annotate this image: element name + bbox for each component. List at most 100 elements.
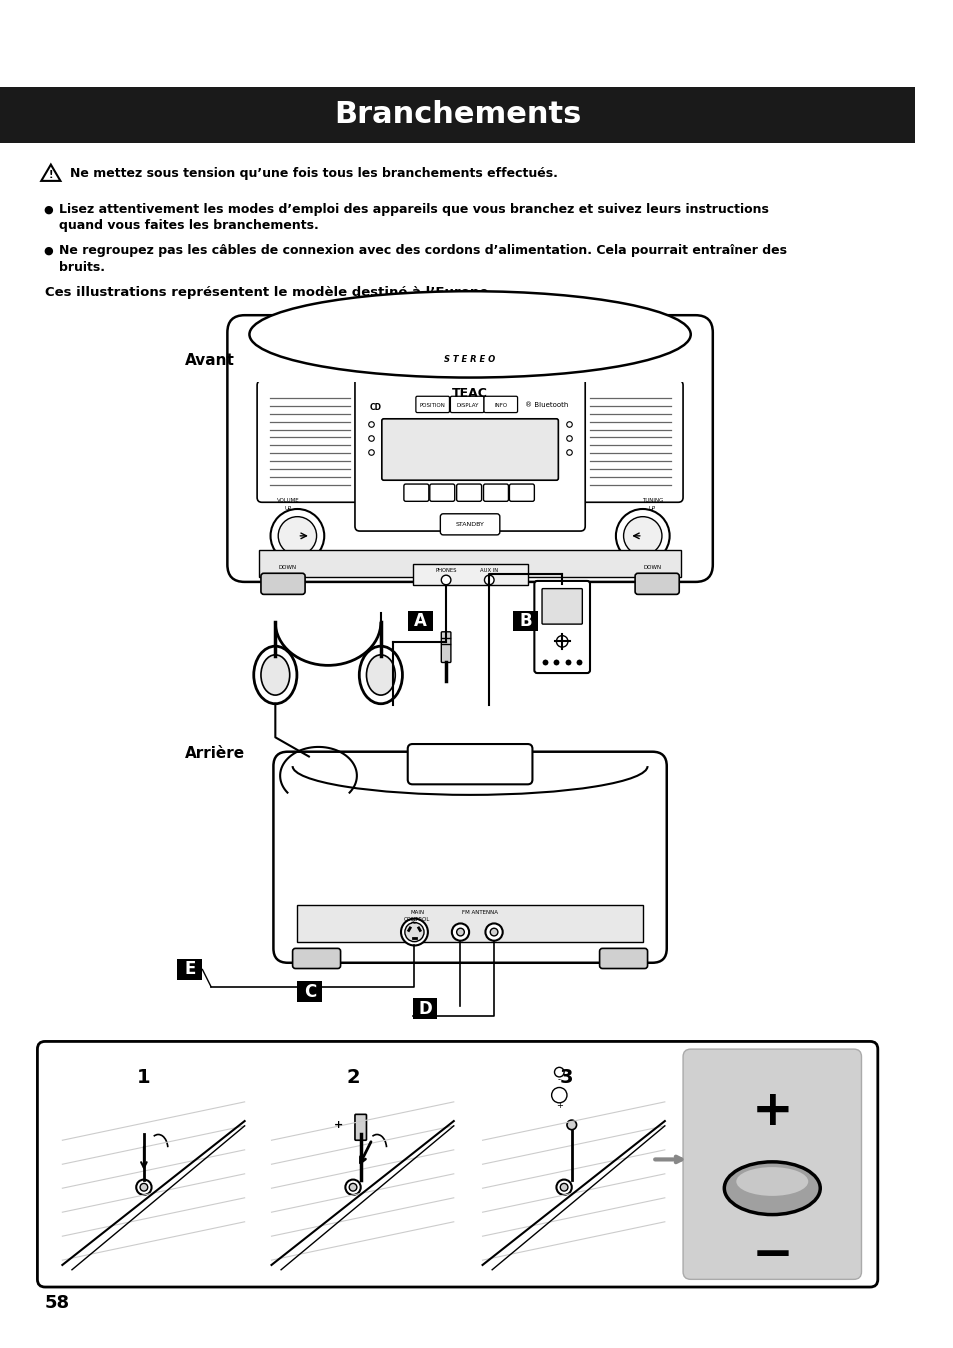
Text: +: + bbox=[334, 1120, 343, 1130]
FancyBboxPatch shape bbox=[412, 999, 437, 1019]
Circle shape bbox=[616, 510, 669, 562]
FancyBboxPatch shape bbox=[599, 949, 647, 968]
Ellipse shape bbox=[723, 1162, 820, 1215]
Text: !: ! bbox=[49, 170, 53, 181]
Text: -: - bbox=[558, 1076, 560, 1084]
Text: CD: CD bbox=[369, 403, 381, 411]
FancyBboxPatch shape bbox=[534, 581, 589, 673]
Text: +: + bbox=[556, 1101, 562, 1111]
Text: E: E bbox=[184, 961, 195, 979]
Circle shape bbox=[404, 922, 423, 942]
Circle shape bbox=[485, 923, 502, 941]
Circle shape bbox=[484, 576, 494, 585]
Text: A: A bbox=[414, 612, 426, 630]
Text: Lisez attentivement les modes d’emploi des appareils que vous branchez et suivez: Lisez attentivement les modes d’emploi d… bbox=[59, 204, 768, 216]
Text: Ces illustrations représentent le modèle destiné à l’Europe.: Ces illustrations représentent le modèle… bbox=[45, 286, 493, 299]
FancyBboxPatch shape bbox=[430, 484, 455, 501]
FancyBboxPatch shape bbox=[635, 573, 679, 594]
Circle shape bbox=[452, 923, 469, 941]
Text: VOLUME: VOLUME bbox=[276, 499, 299, 503]
Circle shape bbox=[278, 516, 316, 555]
FancyBboxPatch shape bbox=[483, 396, 517, 412]
FancyBboxPatch shape bbox=[407, 611, 433, 631]
Circle shape bbox=[349, 1184, 356, 1192]
Text: bruits.: bruits. bbox=[59, 260, 106, 274]
Text: STANDBY: STANDBY bbox=[456, 522, 484, 527]
Ellipse shape bbox=[736, 1167, 807, 1196]
FancyBboxPatch shape bbox=[416, 396, 449, 412]
Text: C: C bbox=[303, 983, 315, 1000]
FancyBboxPatch shape bbox=[0, 86, 914, 143]
Circle shape bbox=[623, 516, 661, 555]
Circle shape bbox=[559, 1184, 567, 1192]
Text: S T E R E O: S T E R E O bbox=[444, 355, 496, 364]
Text: 58: 58 bbox=[45, 1294, 71, 1313]
FancyBboxPatch shape bbox=[177, 958, 202, 980]
Circle shape bbox=[566, 1120, 576, 1130]
FancyBboxPatch shape bbox=[293, 949, 340, 968]
Text: Arrière: Arrière bbox=[185, 747, 245, 762]
FancyBboxPatch shape bbox=[403, 484, 429, 501]
Ellipse shape bbox=[366, 655, 395, 696]
Text: Ne mettez sous tension qu’une fois tous les branchements effectués.: Ne mettez sous tension qu’une fois tous … bbox=[70, 167, 558, 179]
Text: ® Bluetooth: ® Bluetooth bbox=[524, 403, 568, 408]
Circle shape bbox=[140, 1184, 148, 1192]
Circle shape bbox=[400, 918, 428, 945]
FancyBboxPatch shape bbox=[682, 1049, 861, 1279]
FancyBboxPatch shape bbox=[407, 744, 532, 785]
FancyBboxPatch shape bbox=[509, 484, 534, 501]
Ellipse shape bbox=[359, 646, 402, 704]
Ellipse shape bbox=[261, 655, 290, 696]
FancyBboxPatch shape bbox=[541, 589, 581, 624]
Circle shape bbox=[441, 576, 451, 585]
Text: POSITION: POSITION bbox=[419, 403, 445, 408]
FancyBboxPatch shape bbox=[274, 752, 666, 962]
Text: B: B bbox=[518, 612, 532, 630]
Circle shape bbox=[556, 636, 567, 647]
FancyBboxPatch shape bbox=[513, 611, 537, 631]
FancyBboxPatch shape bbox=[483, 484, 508, 501]
Ellipse shape bbox=[249, 291, 690, 377]
Text: MAIN: MAIN bbox=[410, 910, 424, 915]
FancyBboxPatch shape bbox=[227, 315, 712, 582]
Circle shape bbox=[345, 1180, 360, 1194]
Text: −: − bbox=[751, 1231, 792, 1279]
Text: INFO: INFO bbox=[494, 403, 507, 408]
FancyBboxPatch shape bbox=[246, 334, 693, 383]
Text: TUNING: TUNING bbox=[641, 499, 662, 503]
Text: DOWN: DOWN bbox=[278, 565, 296, 570]
Text: CONTROL: CONTROL bbox=[404, 917, 430, 922]
Text: 3: 3 bbox=[558, 1069, 572, 1088]
Text: 2: 2 bbox=[346, 1069, 359, 1088]
Text: Ne regroupez pas les câbles de connexion avec des cordons d’alimentation. Cela p: Ne regroupez pas les câbles de connexion… bbox=[59, 244, 786, 257]
FancyBboxPatch shape bbox=[441, 632, 451, 662]
Text: TEAC: TEAC bbox=[452, 387, 488, 400]
Circle shape bbox=[271, 510, 324, 562]
FancyBboxPatch shape bbox=[579, 380, 682, 503]
Text: DISPLAY: DISPLAY bbox=[456, 403, 477, 408]
Text: +: + bbox=[751, 1088, 792, 1135]
Text: Avant: Avant bbox=[185, 353, 234, 368]
FancyBboxPatch shape bbox=[412, 563, 527, 585]
FancyBboxPatch shape bbox=[456, 484, 481, 501]
FancyBboxPatch shape bbox=[297, 981, 322, 1002]
Circle shape bbox=[490, 929, 497, 936]
FancyBboxPatch shape bbox=[297, 906, 642, 942]
Text: quand vous faites les branchements.: quand vous faites les branchements. bbox=[59, 220, 319, 232]
Text: DOWN: DOWN bbox=[642, 565, 660, 570]
FancyBboxPatch shape bbox=[381, 419, 558, 480]
Circle shape bbox=[136, 1180, 152, 1194]
Circle shape bbox=[456, 929, 464, 936]
Text: FM ANTENNA: FM ANTENNA bbox=[461, 910, 497, 915]
FancyBboxPatch shape bbox=[261, 573, 305, 594]
FancyBboxPatch shape bbox=[259, 550, 680, 577]
Text: ●: ● bbox=[43, 205, 52, 214]
Circle shape bbox=[556, 1180, 571, 1194]
Text: ●: ● bbox=[43, 245, 52, 256]
Text: UP: UP bbox=[648, 506, 656, 511]
Text: PHONES: PHONES bbox=[435, 568, 456, 573]
FancyBboxPatch shape bbox=[440, 514, 499, 535]
FancyBboxPatch shape bbox=[257, 380, 359, 503]
Text: AC: AC bbox=[411, 919, 417, 925]
Ellipse shape bbox=[253, 646, 296, 704]
